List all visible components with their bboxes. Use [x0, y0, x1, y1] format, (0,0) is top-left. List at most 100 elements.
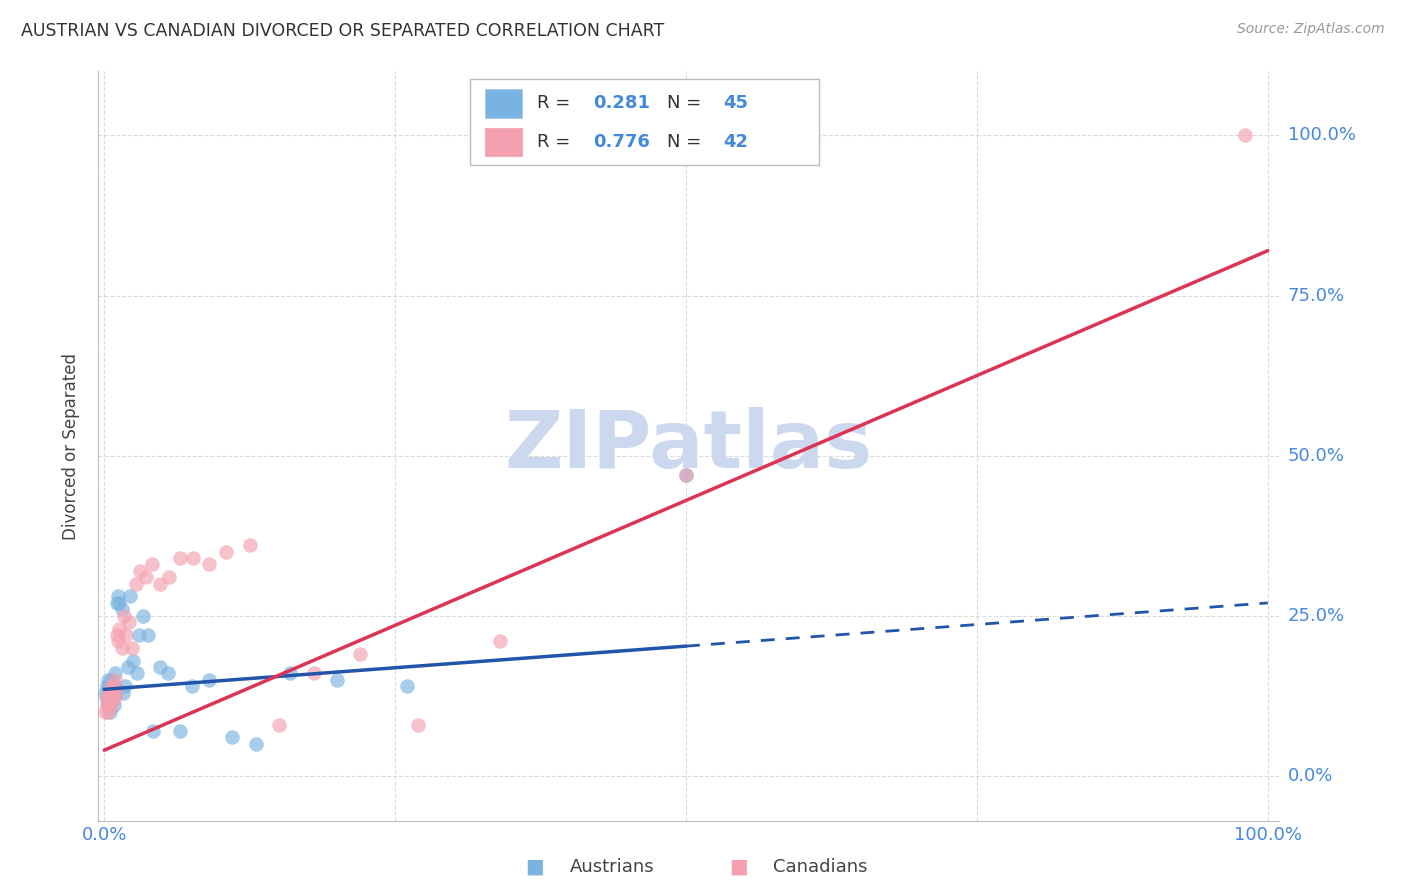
Point — [149, 660, 172, 674]
Text: N =: N = — [666, 94, 706, 112]
Point — [129, 564, 152, 578]
Point — [97, 692, 120, 706]
Point — [138, 628, 160, 642]
Text: ZIPatlas: ZIPatlas — [505, 407, 873, 485]
Point — [98, 692, 121, 706]
Point — [104, 673, 127, 687]
Point — [157, 570, 180, 584]
Text: N =: N = — [666, 133, 706, 151]
Point — [115, 628, 138, 642]
Point — [97, 705, 120, 719]
Text: R =: R = — [537, 133, 575, 151]
Point — [94, 685, 117, 699]
Point — [98, 705, 121, 719]
Point — [98, 692, 121, 706]
Point — [118, 590, 141, 604]
Text: 75.0%: 75.0% — [1288, 286, 1346, 304]
Point — [101, 685, 124, 699]
Bar — [485, 89, 523, 118]
Point — [97, 685, 120, 699]
Text: 25.0%: 25.0% — [1288, 607, 1346, 624]
Text: 42: 42 — [723, 133, 748, 151]
Point — [198, 558, 221, 572]
Point — [489, 634, 512, 648]
Point — [103, 685, 125, 699]
Point — [118, 615, 141, 629]
Text: 100.0%: 100.0% — [1288, 127, 1355, 145]
Text: 50.0%: 50.0% — [1288, 447, 1344, 465]
Point — [100, 679, 122, 693]
Point — [105, 628, 128, 642]
Point — [125, 666, 148, 681]
Point — [100, 685, 122, 699]
Point — [98, 685, 121, 699]
Point — [239, 538, 262, 552]
Text: Canadians: Canadians — [773, 858, 868, 876]
Text: Austrians: Austrians — [569, 858, 654, 876]
Text: ▪: ▪ — [728, 853, 748, 881]
Point — [103, 692, 125, 706]
Point — [97, 698, 120, 713]
Text: 0.281: 0.281 — [593, 94, 651, 112]
Point — [169, 723, 191, 738]
Point — [114, 679, 136, 693]
Point — [122, 654, 145, 668]
Point — [103, 698, 125, 713]
Point — [215, 544, 238, 558]
Text: Source: ZipAtlas.com: Source: ZipAtlas.com — [1237, 22, 1385, 37]
Point — [97, 692, 120, 706]
Point — [111, 602, 134, 616]
Point — [104, 666, 127, 681]
Point — [100, 673, 122, 687]
Point — [108, 596, 131, 610]
Point — [157, 666, 180, 681]
Point — [302, 666, 325, 681]
Point — [128, 628, 150, 642]
Point — [1233, 128, 1256, 143]
Text: 0.0%: 0.0% — [1288, 767, 1333, 785]
Point — [135, 570, 157, 584]
Point — [124, 576, 146, 591]
Point — [97, 685, 120, 699]
Text: 45: 45 — [723, 94, 748, 112]
Point — [111, 640, 134, 655]
Point — [96, 692, 118, 706]
Point — [280, 666, 302, 681]
Point — [245, 737, 267, 751]
Point — [101, 692, 124, 706]
Point — [112, 608, 135, 623]
Point — [97, 679, 120, 693]
Point — [104, 685, 127, 699]
Point — [181, 551, 204, 566]
Point — [101, 679, 124, 693]
Point — [97, 673, 120, 687]
Text: AUSTRIAN VS CANADIAN DIVORCED OR SEPARATED CORRELATION CHART: AUSTRIAN VS CANADIAN DIVORCED OR SEPARAT… — [21, 22, 665, 40]
Point — [169, 551, 191, 566]
Point — [349, 647, 371, 661]
Point — [111, 685, 134, 699]
Point — [94, 705, 117, 719]
Point — [267, 717, 290, 731]
Point — [96, 698, 118, 713]
Point — [326, 673, 349, 687]
Point — [108, 622, 131, 636]
Point — [149, 576, 172, 591]
Point — [96, 679, 118, 693]
Point — [121, 640, 143, 655]
Point — [117, 660, 139, 674]
Point — [675, 467, 697, 482]
Point — [97, 698, 120, 713]
Point — [104, 679, 127, 693]
Text: 0.776: 0.776 — [593, 133, 650, 151]
Point — [198, 673, 221, 687]
Point — [98, 685, 121, 699]
Point — [141, 558, 163, 572]
Point — [107, 634, 129, 648]
Point — [180, 679, 202, 693]
Point — [221, 731, 243, 745]
Point — [395, 679, 418, 693]
Text: R =: R = — [537, 94, 575, 112]
Point — [675, 467, 697, 482]
Text: ▪: ▪ — [524, 853, 544, 881]
Point — [100, 698, 122, 713]
